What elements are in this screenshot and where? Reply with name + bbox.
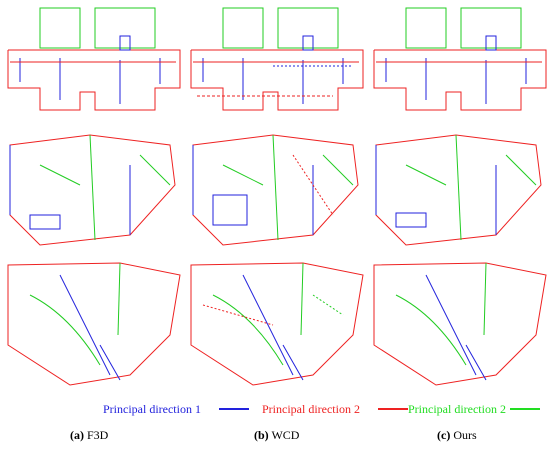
legend-line-3 <box>510 408 540 410</box>
legend-label-2: Principal direction 2 <box>262 402 360 416</box>
panel-ours-row1 <box>373 7 547 111</box>
panel-f3d-row3 <box>7 262 181 386</box>
legend-label-3: Principal direction 2 <box>408 402 506 416</box>
legend: Principal direction 1 Principal directio… <box>0 398 550 420</box>
panel-wcd-row1 <box>190 7 364 111</box>
captions: (a) F3D (b) WCD (c) Ours <box>0 424 550 450</box>
panel-f3d-row2 <box>9 134 176 246</box>
caption-c: (c) Ours <box>437 428 477 442</box>
panel-wcd-row3 <box>190 262 364 386</box>
panel-f3d-row1 <box>7 7 181 111</box>
panel-ours-row3 <box>373 262 547 386</box>
caption-b: (b) WCD <box>254 428 300 442</box>
caption-a: (a) F3D <box>70 428 109 442</box>
legend-line-2 <box>378 408 408 410</box>
panel-wcd-row2 <box>192 134 359 246</box>
legend-label-1: Principal direction 1 <box>103 402 201 416</box>
panel-ours-row2 <box>375 134 542 246</box>
legend-line-1 <box>219 408 249 410</box>
